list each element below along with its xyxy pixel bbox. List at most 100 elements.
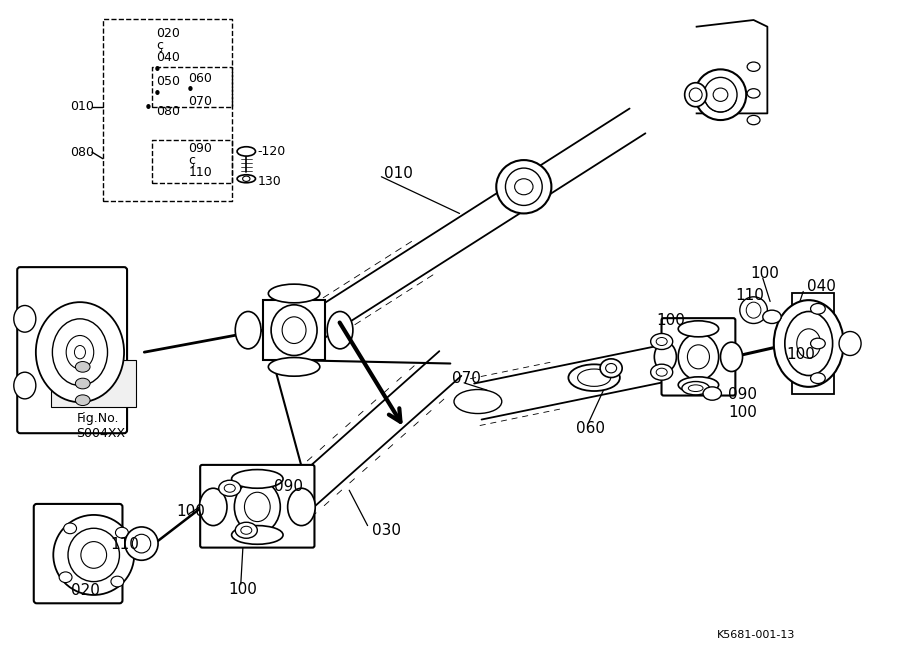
Text: 080: 080 [70,145,94,159]
Text: •: • [186,83,195,98]
Text: 110: 110 [110,538,139,552]
Ellipse shape [651,334,673,350]
Ellipse shape [268,358,320,376]
Text: •: • [153,87,162,102]
Ellipse shape [568,364,619,391]
Text: 090: 090 [188,141,212,155]
Ellipse shape [678,334,719,380]
Ellipse shape [282,317,306,344]
Ellipse shape [746,302,761,318]
Text: ç: ç [188,153,196,167]
Ellipse shape [654,342,676,372]
Ellipse shape [496,160,551,213]
Ellipse shape [747,62,760,71]
Ellipse shape [125,527,158,560]
Ellipse shape [116,528,129,538]
Ellipse shape [682,382,709,395]
Ellipse shape [68,528,119,582]
Ellipse shape [52,319,108,386]
Ellipse shape [232,470,283,488]
Bar [51,360,136,407]
Text: 070: 070 [188,95,212,108]
Ellipse shape [695,69,746,120]
Ellipse shape [763,310,781,323]
Text: 050: 050 [156,75,180,88]
Text: 070: 070 [452,372,481,386]
Ellipse shape [505,168,542,205]
Ellipse shape [704,77,737,112]
Ellipse shape [797,329,821,358]
Ellipse shape [219,480,241,496]
Text: 040: 040 [807,279,835,294]
Text: 100: 100 [728,405,756,420]
Text: 100: 100 [750,266,778,281]
Ellipse shape [685,83,707,107]
Ellipse shape [785,311,833,376]
Text: 100: 100 [656,313,685,327]
Ellipse shape [656,338,667,346]
FancyBboxPatch shape [34,504,122,603]
Ellipse shape [59,572,72,582]
Ellipse shape [75,362,90,372]
Ellipse shape [14,372,36,399]
Ellipse shape [656,368,667,376]
Text: 020: 020 [156,27,180,40]
FancyBboxPatch shape [200,465,314,548]
Ellipse shape [515,179,533,195]
Ellipse shape [224,484,235,492]
Text: 130: 130 [257,175,281,188]
Ellipse shape [600,359,622,378]
Ellipse shape [235,522,257,538]
Ellipse shape [678,321,719,337]
Text: 090: 090 [728,388,757,402]
Ellipse shape [454,390,502,414]
Ellipse shape [688,385,703,392]
Ellipse shape [747,89,760,98]
Text: 110: 110 [735,288,764,303]
Ellipse shape [689,88,702,101]
Ellipse shape [268,284,320,303]
Ellipse shape [747,115,760,125]
Ellipse shape [81,542,107,568]
Text: 060: 060 [188,71,212,85]
Ellipse shape [839,331,861,356]
Text: S004XX: S004XX [76,427,125,440]
Text: 100: 100 [228,582,256,597]
Ellipse shape [237,175,255,183]
Ellipse shape [811,303,825,314]
Ellipse shape [111,576,124,587]
Text: 060: 060 [576,422,606,436]
Text: 010: 010 [70,100,94,113]
Text: 010: 010 [384,166,413,181]
Text: -120: -120 [257,145,286,158]
Ellipse shape [243,176,250,181]
Ellipse shape [66,336,94,369]
FancyBboxPatch shape [17,267,127,433]
Text: K5681-001-13: K5681-001-13 [717,630,795,640]
Ellipse shape [75,395,90,406]
Text: Fig.No.: Fig.No. [76,412,119,425]
Ellipse shape [740,297,767,323]
Ellipse shape [713,88,728,101]
Ellipse shape [237,147,255,156]
Ellipse shape [244,492,270,522]
Ellipse shape [703,387,721,400]
Text: •: • [143,101,153,115]
Text: 090: 090 [274,480,303,494]
FancyBboxPatch shape [662,318,735,396]
Ellipse shape [241,526,252,534]
Ellipse shape [774,300,844,387]
Ellipse shape [234,480,280,534]
Ellipse shape [288,488,315,526]
Text: 030: 030 [372,524,402,538]
Ellipse shape [720,342,743,372]
Ellipse shape [199,488,227,526]
Ellipse shape [132,534,151,553]
Ellipse shape [53,515,134,595]
Text: 020: 020 [71,583,99,598]
Ellipse shape [36,302,124,402]
Text: ç: ç [156,39,164,52]
Ellipse shape [578,369,611,386]
Text: 110: 110 [188,165,212,179]
Ellipse shape [235,311,261,349]
